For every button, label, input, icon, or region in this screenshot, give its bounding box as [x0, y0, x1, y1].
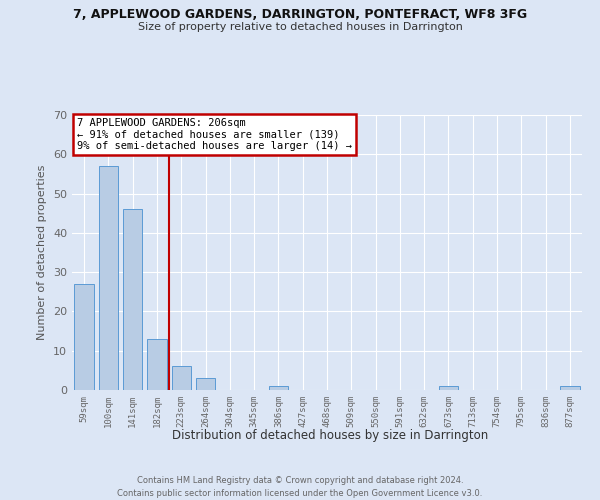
- Bar: [74, 284, 94, 390]
- Bar: [196, 378, 215, 390]
- Bar: [560, 386, 580, 390]
- Bar: [123, 210, 142, 390]
- Text: Size of property relative to detached houses in Darrington: Size of property relative to detached ho…: [137, 22, 463, 32]
- Bar: [147, 339, 167, 390]
- Bar: [269, 386, 288, 390]
- Bar: [439, 386, 458, 390]
- Bar: [99, 166, 118, 390]
- Text: Distribution of detached houses by size in Darrington: Distribution of detached houses by size …: [172, 428, 488, 442]
- Text: 7, APPLEWOOD GARDENS, DARRINGTON, PONTEFRACT, WF8 3FG: 7, APPLEWOOD GARDENS, DARRINGTON, PONTEF…: [73, 8, 527, 20]
- Bar: [172, 366, 191, 390]
- Text: Contains HM Land Registry data © Crown copyright and database right 2024.
Contai: Contains HM Land Registry data © Crown c…: [118, 476, 482, 498]
- Text: 7 APPLEWOOD GARDENS: 206sqm
← 91% of detached houses are smaller (139)
9% of sem: 7 APPLEWOOD GARDENS: 206sqm ← 91% of det…: [77, 118, 352, 151]
- Y-axis label: Number of detached properties: Number of detached properties: [37, 165, 47, 340]
